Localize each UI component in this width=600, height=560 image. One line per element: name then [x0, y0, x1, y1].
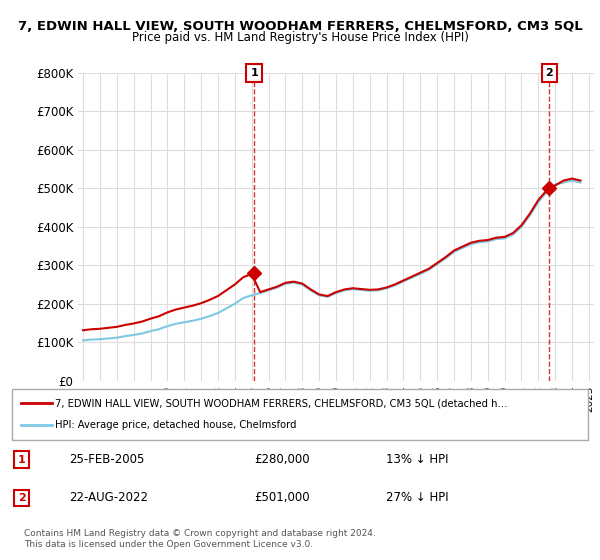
Text: 27% ↓ HPI: 27% ↓ HPI — [386, 492, 449, 505]
Text: Price paid vs. HM Land Registry's House Price Index (HPI): Price paid vs. HM Land Registry's House … — [131, 31, 469, 44]
Text: HPI: Average price, detached house, Chelmsford: HPI: Average price, detached house, Chel… — [55, 421, 296, 431]
Text: 1: 1 — [18, 455, 26, 465]
Text: 2: 2 — [545, 68, 553, 78]
Text: 25-FEB-2005: 25-FEB-2005 — [70, 453, 145, 466]
Text: 7, EDWIN HALL VIEW, SOUTH WOODHAM FERRERS, CHELMSFORD, CM3 5QL: 7, EDWIN HALL VIEW, SOUTH WOODHAM FERRER… — [17, 20, 583, 32]
Text: 13% ↓ HPI: 13% ↓ HPI — [386, 453, 449, 466]
Text: £501,000: £501,000 — [254, 492, 310, 505]
Text: 2: 2 — [18, 493, 26, 503]
Text: £280,000: £280,000 — [254, 453, 310, 466]
Text: 7, EDWIN HALL VIEW, SOUTH WOODHAM FERRERS, CHELMSFORD, CM3 5QL (detached h…: 7, EDWIN HALL VIEW, SOUTH WOODHAM FERRER… — [55, 398, 508, 408]
FancyBboxPatch shape — [12, 389, 588, 440]
Text: 22-AUG-2022: 22-AUG-2022 — [70, 492, 149, 505]
Text: 1: 1 — [250, 68, 258, 78]
Text: Contains HM Land Registry data © Crown copyright and database right 2024.
This d: Contains HM Land Registry data © Crown c… — [24, 529, 376, 549]
